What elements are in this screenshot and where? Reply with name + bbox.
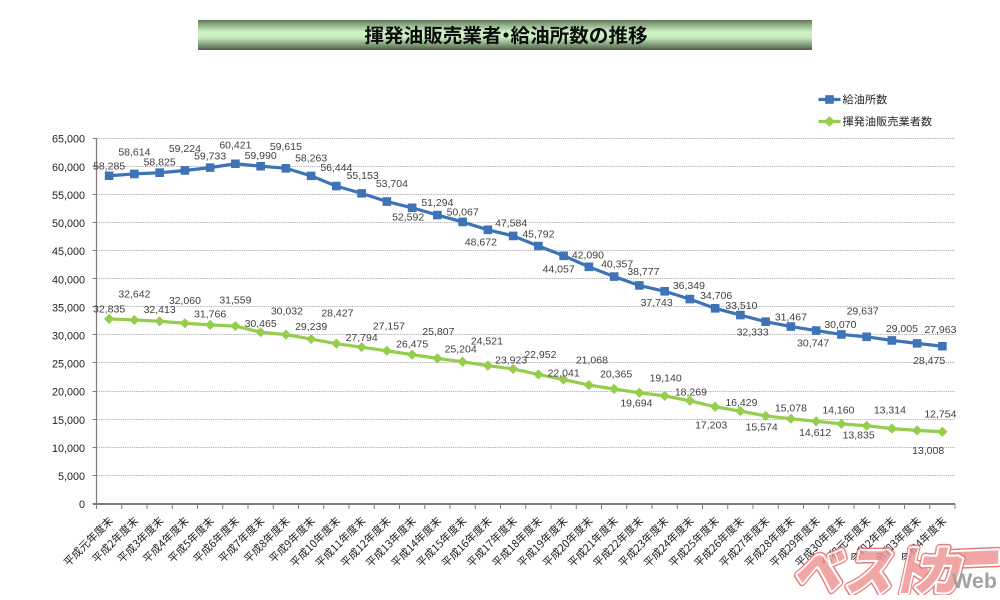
svg-text:17,203: 17,203	[695, 419, 727, 431]
svg-text:21,068: 21,068	[576, 355, 608, 367]
svg-text:30,000: 30,000	[52, 331, 85, 343]
svg-text:48,672: 48,672	[465, 237, 497, 249]
svg-text:42,090: 42,090	[572, 250, 604, 262]
svg-text:29,005: 29,005	[886, 323, 918, 335]
svg-text:14,612: 14,612	[799, 427, 831, 439]
svg-text:59,990: 59,990	[245, 150, 277, 162]
svg-text:23,923: 23,923	[495, 355, 527, 367]
svg-text:65,000: 65,000	[52, 134, 85, 146]
svg-text:59,733: 59,733	[194, 150, 226, 162]
svg-text:59,224: 59,224	[169, 143, 201, 155]
svg-text:20,365: 20,365	[600, 369, 632, 381]
svg-text:58,614: 58,614	[118, 147, 150, 159]
svg-text:26,475: 26,475	[396, 338, 428, 350]
svg-text:29,239: 29,239	[295, 321, 327, 333]
svg-text:51,294: 51,294	[421, 197, 453, 209]
svg-text:55,153: 55,153	[347, 170, 379, 182]
svg-text:55,000: 55,000	[52, 190, 85, 202]
svg-text:34,706: 34,706	[700, 290, 732, 302]
svg-text:13,008: 13,008	[912, 445, 944, 457]
svg-text:31,766: 31,766	[194, 309, 226, 321]
svg-text:32,413: 32,413	[144, 304, 176, 316]
svg-text:45,000: 45,000	[52, 246, 85, 258]
svg-text:27,963: 27,963	[924, 324, 956, 336]
svg-text:59,615: 59,615	[270, 141, 302, 153]
svg-text:38,777: 38,777	[627, 266, 659, 278]
svg-text:32,642: 32,642	[118, 289, 150, 301]
svg-text:Web: Web	[952, 569, 997, 593]
svg-text:13,835: 13,835	[843, 429, 875, 441]
svg-text:30,070: 30,070	[824, 319, 856, 331]
svg-text:12,754: 12,754	[924, 408, 956, 420]
svg-text:13,314: 13,314	[874, 404, 906, 416]
svg-text:0: 0	[79, 499, 85, 511]
svg-text:25,000: 25,000	[52, 359, 85, 371]
svg-text:52,592: 52,592	[392, 211, 424, 223]
svg-text:19,140: 19,140	[650, 373, 682, 385]
svg-text:60,421: 60,421	[219, 139, 251, 151]
svg-text:10,000: 10,000	[52, 443, 85, 455]
svg-text:28,427: 28,427	[321, 307, 353, 319]
svg-text:30,465: 30,465	[245, 318, 277, 330]
svg-text:40,357: 40,357	[601, 258, 633, 270]
svg-text:15,574: 15,574	[746, 422, 778, 434]
svg-text:15,078: 15,078	[775, 402, 807, 414]
svg-text:27,794: 27,794	[346, 332, 378, 344]
svg-text:58,285: 58,285	[93, 160, 125, 172]
svg-text:60,000: 60,000	[52, 162, 85, 174]
svg-text:32,060: 32,060	[169, 295, 201, 307]
svg-text:31,559: 31,559	[219, 295, 251, 307]
svg-text:31,467: 31,467	[775, 311, 807, 323]
svg-text:47,584: 47,584	[495, 218, 527, 230]
svg-text:56,444: 56,444	[320, 162, 352, 174]
svg-text:40,000: 40,000	[52, 274, 85, 286]
svg-text:20,000: 20,000	[52, 387, 85, 399]
svg-text:58,825: 58,825	[144, 156, 176, 168]
svg-text:36,349: 36,349	[673, 280, 705, 292]
svg-text:19,694: 19,694	[620, 397, 652, 409]
svg-text:32,333: 32,333	[737, 326, 769, 338]
svg-text:15,000: 15,000	[52, 415, 85, 427]
svg-text:50,067: 50,067	[447, 207, 479, 219]
svg-text:53,704: 53,704	[376, 178, 408, 190]
svg-text:16,429: 16,429	[725, 397, 757, 409]
svg-text:30,032: 30,032	[271, 305, 303, 317]
svg-text:5,000: 5,000	[58, 471, 85, 483]
svg-text:58,263: 58,263	[295, 153, 327, 165]
svg-text:18,269: 18,269	[675, 386, 707, 398]
svg-text:29,637: 29,637	[847, 306, 879, 318]
svg-text:25,204: 25,204	[445, 343, 477, 355]
svg-text:14,160: 14,160	[822, 405, 854, 417]
svg-text:32,835: 32,835	[93, 304, 125, 316]
svg-text:27,157: 27,157	[373, 320, 405, 332]
svg-text:22,952: 22,952	[524, 349, 556, 361]
svg-text:30,747: 30,747	[797, 337, 829, 349]
svg-text:22,041: 22,041	[548, 367, 580, 379]
svg-text:28,475: 28,475	[913, 355, 945, 367]
svg-text:44,057: 44,057	[543, 263, 575, 275]
svg-text:24,521: 24,521	[471, 335, 503, 347]
svg-text:45,792: 45,792	[522, 229, 554, 241]
svg-text:25,807: 25,807	[422, 326, 454, 338]
svg-text:37,743: 37,743	[641, 297, 673, 309]
svg-text:35,000: 35,000	[52, 302, 85, 314]
svg-text:50,000: 50,000	[52, 218, 85, 230]
svg-text:33,510: 33,510	[725, 300, 757, 312]
